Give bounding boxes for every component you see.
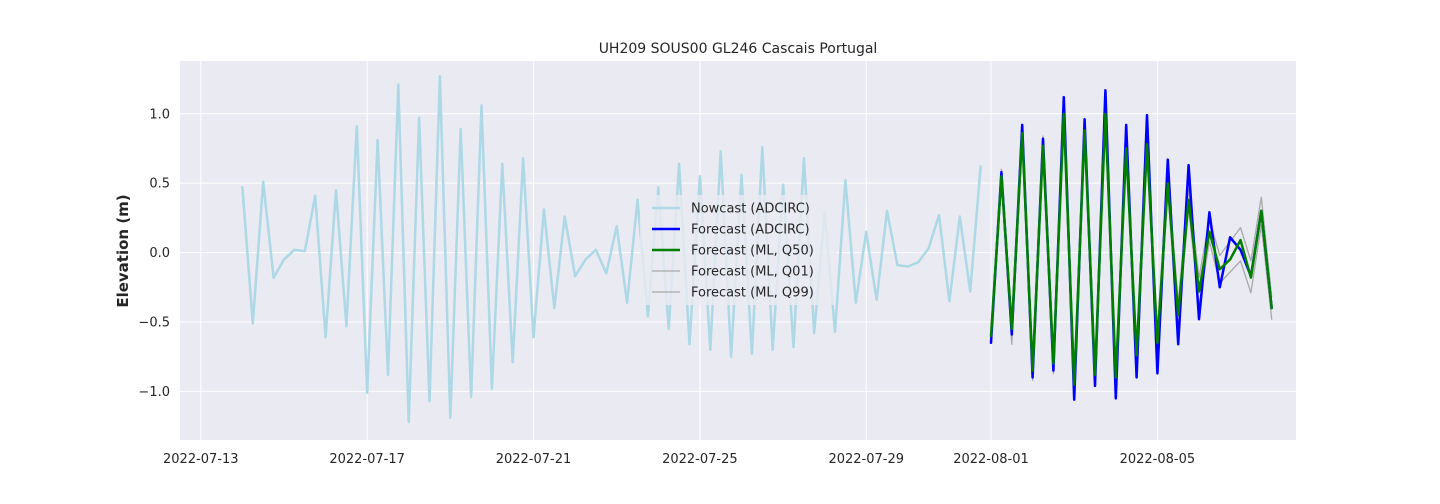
x-tick-label: 2022-08-05: [1120, 452, 1196, 467]
axis-ticks: 2022-07-13 2022-07-17 2022-07-21 2022-07-25…: [138, 107, 1195, 467]
series-layer: [241, 75, 1273, 424]
legend-entry: Forecast (ML, Q50): [691, 244, 814, 259]
x-tick-label: 2022-07-17: [329, 452, 405, 467]
series-line-2: [989, 112, 1273, 386]
x-tick-label: 2022-07-25: [662, 452, 738, 467]
y-axis-label: Elevation (m): [114, 194, 132, 307]
y-tick-label: −1.0: [138, 385, 170, 400]
y-tick-label: 1.0: [149, 107, 170, 122]
legend-box: [640, 195, 836, 305]
legend-entry: Forecast (ML, Q99): [691, 286, 814, 301]
y-tick-label: 0.5: [149, 177, 170, 192]
series-line-0: [241, 75, 982, 424]
legend-entry: Forecast (ADCIRC): [691, 223, 810, 238]
legend-entry: Nowcast (ADCIRC): [691, 202, 810, 217]
legend-entry: Forecast (ML, Q01): [691, 265, 814, 280]
x-tick-label: 2022-08-01: [953, 452, 1029, 467]
y-tick-label: 0.0: [149, 246, 170, 261]
x-tick-label: 2022-07-13: [163, 452, 239, 467]
chart-title: UH209 SOUS00 GL246 Cascais Portugal: [599, 41, 878, 57]
x-tick-label: 2022-07-21: [496, 452, 572, 467]
x-tick-label: 2022-07-29: [828, 452, 904, 467]
legend: Nowcast (ADCIRC) Forecast (ADCIRC) Forecas…: [640, 195, 836, 305]
y-tick-label: −0.5: [138, 315, 170, 330]
